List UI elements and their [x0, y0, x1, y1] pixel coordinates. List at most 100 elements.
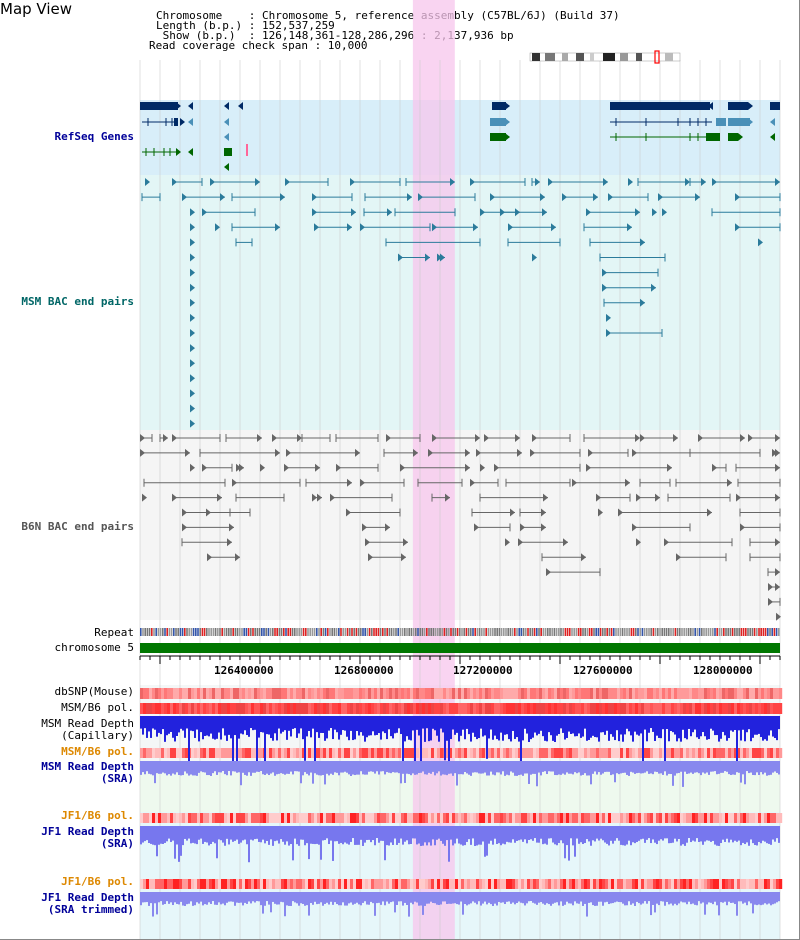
msm-sra-pol-cell: [692, 748, 696, 758]
jf1-depth-bar: [294, 826, 296, 839]
jf1-pol-cell: [548, 813, 552, 823]
msm-bac-end: [758, 238, 763, 247]
msm-sra-pol-cell: [362, 748, 366, 758]
jf1-depth-bar: [230, 826, 232, 840]
repeat-feature: [562, 628, 564, 636]
msm-bac-pair-end: [255, 178, 260, 186]
jf1-trimmed-depth-bar: [764, 892, 766, 904]
repeat-feature: [650, 628, 652, 636]
msm-sra-depth-bar: [328, 761, 330, 776]
msm-pol-cell: [599, 703, 603, 714]
msm-sra-pol-cell: [524, 748, 528, 758]
jf1-depth-bar: [770, 826, 772, 845]
msm-sra-depth-bar: [494, 761, 496, 776]
jf1-depth-bar: [634, 826, 636, 844]
dbsnp-cell: [338, 688, 342, 699]
msm-pol-cell: [512, 703, 516, 714]
jf1-trimmed-depth-bar: [268, 892, 270, 905]
repeat-feature: [518, 628, 520, 636]
msm-pol-cell: [449, 703, 453, 714]
repeat-feature: [619, 628, 622, 636]
msm-pol-cell: [158, 703, 162, 714]
jf1-trimmed-depth-bar: [494, 892, 496, 904]
jf1-depth-bar: [428, 826, 430, 843]
jf1-depth-bar: [356, 826, 358, 845]
track-label-b6n-bac[interactable]: B6N BAC end pairs: [21, 520, 134, 533]
msm-pol-cell: [539, 703, 543, 714]
msm-sra-depth-bar: [492, 761, 494, 775]
dbsnp-cell: [305, 688, 309, 699]
msm-capillary-depth-bar: [694, 716, 696, 730]
msm-capillary-depth-bar: [674, 716, 676, 735]
msm-pol-cell: [287, 703, 291, 714]
jf1-pol-cell: [365, 813, 369, 823]
b6n-bac-pair-end: [445, 493, 450, 502]
msm-capillary-depth-bar: [676, 716, 678, 742]
jf1-trimmed-depth-bar: [384, 892, 386, 906]
b6n-bac-pair-end: [618, 508, 623, 517]
jf1-trimmed-depth-bar: [308, 892, 310, 916]
msm-pol-cell: [251, 703, 255, 714]
msm-sra-pol-cell: [215, 748, 219, 758]
repeat-feature: [758, 628, 760, 636]
msm-capillary-depth-bar: [308, 716, 310, 732]
jf1-trimmed-depth-bar: [528, 892, 530, 902]
msm-sra-pol-cell: [284, 748, 288, 758]
msm-pol-cell: [224, 703, 228, 714]
jf1-depth-bar: [272, 826, 274, 846]
msm-capillary-depth-bar: [538, 716, 540, 734]
msm-sra-pol-cell: [638, 748, 642, 758]
jf1-depth-bar: [332, 826, 334, 861]
jf1-pol2-cell: [326, 879, 330, 889]
jf1-depth-bar: [206, 826, 208, 843]
track-label-msm-bac[interactable]: MSM BAC end pairs: [21, 295, 134, 308]
msm-sra-depth-bar: [376, 761, 378, 772]
msm-capillary-depth-bar: [214, 716, 216, 740]
jf1-trimmed-depth-bar: [408, 892, 410, 917]
msm-pol-cell: [638, 703, 642, 714]
jf1-pol-cell: [503, 813, 507, 823]
msm-bac-pair-end: [586, 208, 591, 217]
dbsnp-cell: [266, 688, 270, 699]
track-label-refseq-genes[interactable]: RefSeq Genes: [54, 130, 134, 143]
jf1-trimmed-depth-bar: [592, 892, 594, 906]
jf1-trimmed-depth-bar: [174, 892, 176, 903]
dbsnp-cell: [602, 688, 606, 699]
b6n-bac-pair-end: [698, 434, 703, 442]
repeat-feature: [239, 628, 241, 636]
jf1-trimmed-depth-bar: [504, 892, 506, 905]
msm-pol-cell: [383, 703, 387, 714]
jf1-depth-bar: [650, 826, 652, 844]
msm-pol-cell: [677, 703, 681, 714]
dbsnp-cell: [611, 688, 615, 699]
msm-sra-pol-cell: [158, 748, 162, 758]
jf1-trimmed-depth-bar: [510, 892, 512, 904]
dbsnp-cell: [161, 688, 165, 699]
jf1-trimmed-depth-bar: [658, 892, 660, 906]
jf1-depth-bar: [402, 826, 404, 845]
jf1-pol-cell: [359, 813, 363, 823]
jf1-pol-cell: [692, 813, 696, 823]
jf1-trimmed-depth-bar: [440, 892, 442, 905]
jf1-depth-bar: [394, 826, 396, 839]
jf1-pol-cell: [278, 813, 282, 823]
msm-sra-pol-cell: [650, 748, 654, 758]
msm-capillary-depth-bar: [244, 716, 246, 731]
b6n-bac-pair-end: [586, 463, 591, 472]
jf1-pol2-cell: [230, 879, 234, 889]
msm-sra-depth-bar: [342, 761, 344, 773]
repeat-feature: [705, 628, 707, 636]
msm-sra-depth-bar: [648, 761, 650, 774]
jf1-trimmed-depth-bar: [534, 892, 536, 904]
msm-sra-depth-bar: [642, 761, 644, 774]
dbsnp-cell: [713, 688, 717, 699]
msm-sra-depth-bar: [202, 761, 204, 773]
jf1-pol2-cell: [320, 879, 324, 889]
jf1-depth-bar: [606, 826, 608, 844]
jf1-trimmed-depth-bar: [576, 892, 578, 904]
repeat-feature: [749, 628, 751, 636]
jf1-depth-bar: [372, 826, 374, 841]
jf1-pol2-cell: [764, 879, 768, 889]
msm-sra-pol-cell: [503, 748, 507, 758]
